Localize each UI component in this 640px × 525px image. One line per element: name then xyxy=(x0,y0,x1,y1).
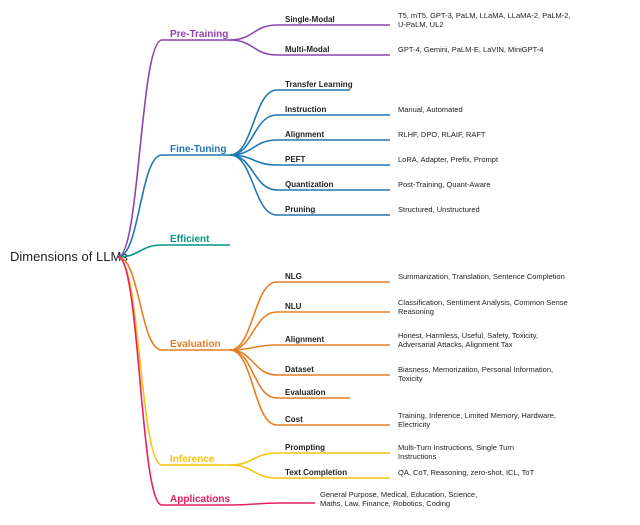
branch-evaluation: Evaluation xyxy=(170,339,221,350)
branch-inference: Inference xyxy=(170,454,215,465)
node-quant: Quantization xyxy=(285,180,334,189)
detail-peft: LoRA, Adapter, Prefix, Prompt xyxy=(398,155,499,164)
detail-instruction: Manual, Automated xyxy=(398,105,463,114)
node-multi-modal: Multi-Modal xyxy=(285,45,329,54)
detail-nlu: Classification, Sentiment Analysis, Comm… xyxy=(398,298,568,316)
node-align-ft: Alignment xyxy=(285,130,324,139)
node-align-ev: Alignment xyxy=(285,335,324,344)
detail-textcomp: QA, CoT, Reasoning, zero-shot, ICL, ToT xyxy=(398,468,535,477)
detail-cost: Training, Inference, Limited Memory, Har… xyxy=(398,411,556,429)
detail-pruning: Structured, Unstructured xyxy=(398,205,480,214)
detail-dataset: Biasness, Memorization, Personal Informa… xyxy=(398,365,553,383)
node-eval-sub: Evaluation xyxy=(285,388,326,397)
node-peft: PEFT xyxy=(285,155,306,164)
root-label: Dimensions of LLMs xyxy=(10,249,128,264)
branch-applications: Applications xyxy=(170,494,230,505)
detail-prompting: Multi-Turn Instructions, Single TurnInst… xyxy=(398,443,514,461)
node-textcomp: Text Completion xyxy=(285,468,347,477)
detail-quant: Post-Training, Quant-Aware xyxy=(398,180,491,189)
node-single-modal: Single-Modal xyxy=(285,15,335,24)
node-instruction: Instruction xyxy=(285,105,326,114)
detail-nlg: Summarization, Translation, Sentence Com… xyxy=(398,272,565,281)
node-prompting: Prompting xyxy=(285,443,325,452)
branch-pretraining: Pre-Training xyxy=(170,29,228,40)
node-cost: Cost xyxy=(285,415,303,424)
detail-applications: General Purpose, Medical, Education, Sci… xyxy=(320,490,477,508)
detail-align-ev: Honest, Harmless, Useful, Safety, Toxici… xyxy=(398,331,538,349)
branch-efficient: Efficient xyxy=(170,234,210,245)
branch-finetuning: Fine-Tuning xyxy=(170,144,226,155)
mindmap-canvas: Dimensions of LLMs Pre-Training Single-Mod… xyxy=(0,0,640,525)
node-nlg: NLG xyxy=(285,272,302,281)
node-dataset: Dataset xyxy=(285,365,314,374)
node-transfer: Transfer Learning xyxy=(285,80,353,89)
detail-align-ft: RLHF, DPO, RLAIF, RAFT xyxy=(398,130,486,139)
node-pruning: Pruning xyxy=(285,205,315,214)
detail-multi-modal: GPT-4, Gemini, PaLM-E, LaVIN, MiniGPT-4 xyxy=(398,45,543,54)
node-nlu: NLU xyxy=(285,302,302,311)
detail-single-modal: T5, mT5, GPT-3, PaLM, LLaMA, LLaMA-2, Pa… xyxy=(398,11,571,29)
